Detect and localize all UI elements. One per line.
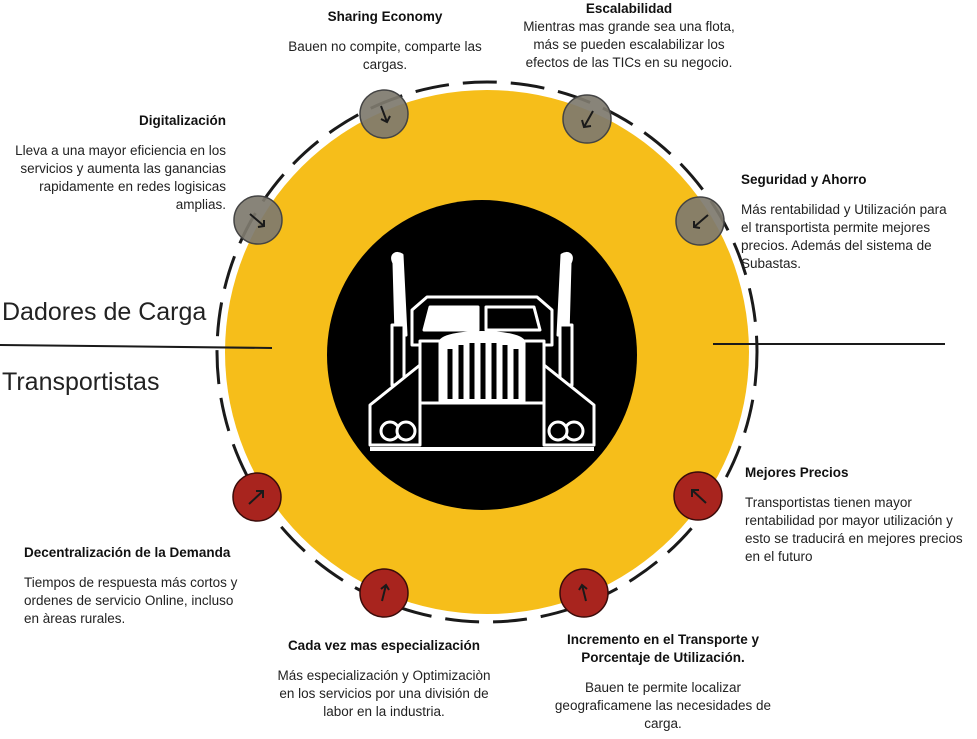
node-body: Más rentabilidad y Utilización para el t…	[741, 202, 947, 271]
marker-escalabilidad	[562, 94, 612, 144]
node-seguridad: Seguridad y Ahorro Más rentabilidad y Ut…	[741, 171, 973, 273]
node-title: Seguridad y Ahorro	[741, 172, 867, 187]
node-body: Mientras mas grande sea una flota, más s…	[523, 19, 735, 70]
node-especializacion: Cada vez mas especialización Más especia…	[262, 637, 506, 721]
arrow-down-icon	[380, 105, 391, 124]
node-title: Mejores Precios	[745, 465, 849, 480]
node-body: Lleva a una mayor eficiencia en los serv…	[15, 143, 226, 212]
node-decentralizacion: Decentralización de la Demanda Tiempos d…	[24, 544, 264, 628]
arrow-down-icon	[249, 213, 265, 228]
outer-ring-dashes	[215, 80, 759, 624]
node-sharing-economy: Sharing Economy Bauen no compite, compar…	[272, 8, 498, 74]
side-label-dadores: Dadores de Carga	[2, 298, 207, 326]
marker-seguridad	[675, 196, 725, 246]
arrow-down-icon	[581, 110, 594, 129]
node-title: Decentralización de la Demanda	[24, 545, 231, 560]
node-title: Escalabilidad	[585, 1, 673, 16]
node-title: Digitalización	[138, 113, 226, 128]
node-body: Bauen no compite, comparte las cargas.	[288, 39, 482, 72]
node-body: Más especialización y Optimizaciòn en lo…	[277, 668, 491, 719]
node-body: Bauen te permite localizar geograficamen…	[554, 680, 772, 731]
divider-left	[0, 344, 273, 349]
node-body: Tiempos de respuesta más cortos y ordene…	[24, 575, 238, 626]
marker-mejores-precios	[673, 471, 723, 521]
arrow-up-icon	[691, 489, 707, 504]
marker-digitalizacion	[233, 195, 283, 245]
marker-especializacion	[359, 568, 409, 618]
marker-decentralizacion	[232, 472, 282, 522]
arrow-up-icon	[578, 583, 588, 602]
arrow-up-icon	[248, 490, 264, 505]
node-digitalizacion: Digitalización Lleva a una mayor eficien…	[0, 112, 226, 214]
node-body: Transportistas tienen mayor rentabilidad…	[745, 495, 963, 564]
arrow-up-icon	[380, 583, 390, 602]
node-mejores-precios: Mejores Precios Transportistas tienen ma…	[745, 464, 977, 566]
side-label-transportistas: Transportistas	[2, 368, 160, 396]
arrow-down-icon	[693, 214, 709, 229]
node-title: Incremento en el Transporte y Porcentaje…	[566, 632, 760, 665]
truck-icon	[368, 251, 596, 451]
marker-incremento	[559, 568, 609, 618]
node-incremento: Incremento en el Transporte y Porcentaje…	[540, 631, 786, 733]
marker-sharing-economy	[359, 89, 409, 139]
node-title: Sharing Economy	[327, 9, 443, 24]
node-title: Cada vez mas especialización	[287, 638, 481, 653]
node-escalabilidad: Escalabilidad Mientras mas grande sea un…	[508, 0, 750, 72]
